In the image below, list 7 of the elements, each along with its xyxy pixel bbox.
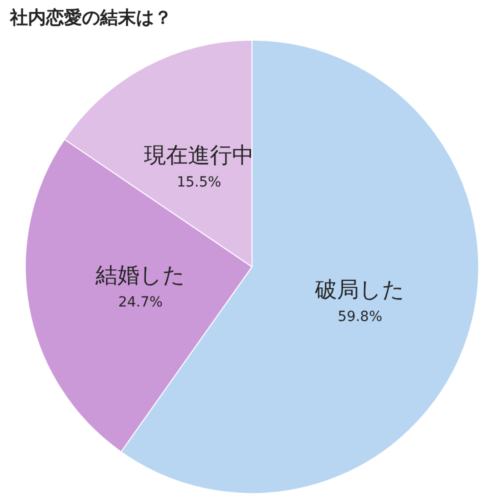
data-label: 24.7% — [118, 294, 163, 311]
chart-title: 社内恋愛の結末は？ — [9, 7, 172, 28]
data-label: 15.5% — [176, 174, 222, 190]
data-label: 59.8% — [338, 308, 382, 325]
slice-label: 破局した — [314, 278, 406, 303]
slice-label: 現在進行中 — [144, 143, 254, 168]
slice-label: 結婚した — [94, 264, 186, 289]
